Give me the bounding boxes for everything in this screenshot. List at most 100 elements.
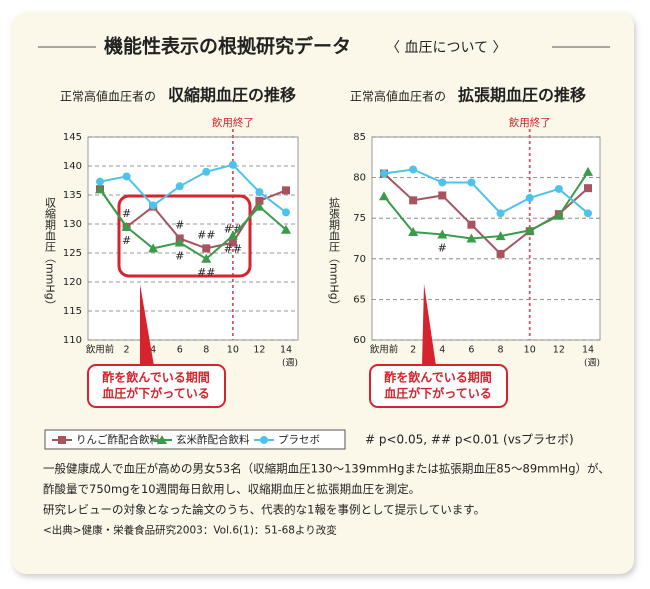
- point: [467, 220, 476, 229]
- legend-label: プラセボ: [278, 434, 320, 446]
- chart-title: 収縮期血圧の推移: [168, 86, 296, 105]
- y-tick-label: 110: [63, 335, 82, 346]
- point: [227, 230, 238, 240]
- point: [254, 201, 265, 211]
- y-tick-label: 85: [353, 132, 366, 143]
- legend-label: 玄米酢配合飲料: [176, 433, 250, 446]
- point: [281, 224, 291, 234]
- note: 酢酸量で750mgを10週間毎日飲用し、収縮期血圧と拡張期血圧を測定。: [43, 482, 420, 496]
- point: [379, 191, 389, 201]
- point: [438, 178, 447, 187]
- point: [584, 184, 592, 193]
- series-line: [383, 168, 589, 215]
- y-tick-label: 70: [353, 254, 366, 265]
- point: [554, 184, 563, 193]
- x-tick-label: 12: [553, 345, 565, 356]
- x-tick-label: 14: [582, 345, 594, 356]
- point: [95, 184, 105, 194]
- y-axis-label: 拡張期血圧（mmHg）: [328, 196, 341, 311]
- y-tick-label: 145: [63, 132, 82, 143]
- point: [583, 166, 593, 176]
- callout-text: 血圧が下がっている: [384, 386, 491, 401]
- callout-pointer: [422, 284, 436, 366]
- x-tick-label: 8: [203, 345, 209, 356]
- x-tick-label: 8: [498, 345, 504, 356]
- x-tick-label: 10: [227, 345, 239, 356]
- point: [260, 436, 268, 444]
- point: [96, 177, 104, 186]
- end-marker-label: 飲用終了: [212, 116, 254, 129]
- point: [282, 186, 290, 195]
- end-marker-label: 飲用終了: [509, 116, 551, 129]
- legend-entry: 玄米酢配合飲料: [152, 433, 250, 446]
- series-line: [99, 188, 287, 250]
- note: 一般健康成人で血圧が高めの男女53名（収縮期血圧130～139mmHgまたは拡張…: [43, 462, 610, 476]
- x-tick-label: 飲用前: [86, 344, 115, 356]
- y-tick-label: 135: [63, 190, 82, 201]
- significance-mark: ##: [197, 228, 215, 241]
- note: <出典>健康・栄養食品研究2003：Vol.6(1)：51-68より改変: [43, 524, 337, 537]
- callout-text: 血圧が下がっている: [102, 386, 209, 401]
- point: [122, 172, 131, 181]
- y-axis-label: 収縮期血圧（mmHg）: [44, 197, 57, 311]
- legend-box: [44, 429, 346, 450]
- x-tick-label: 10: [524, 345, 536, 356]
- point: [201, 253, 212, 263]
- point: [409, 196, 418, 205]
- point: [437, 229, 448, 239]
- x-tick-label: 4: [439, 345, 445, 356]
- x-tick-label: 12: [253, 345, 265, 356]
- point: [496, 209, 505, 218]
- series-line: [99, 163, 287, 214]
- point: [202, 244, 211, 253]
- significance-mark: #: [122, 207, 131, 220]
- x-tick-label: 6: [468, 345, 474, 356]
- y-tick-label: 75: [353, 213, 366, 224]
- chart-subtitle-prefix: 正常高値血圧者の: [350, 89, 446, 104]
- y-tick-label: 80: [353, 173, 366, 184]
- point: [409, 165, 418, 174]
- point: [553, 210, 564, 220]
- point: [495, 231, 506, 241]
- point: [175, 182, 184, 191]
- point: [438, 191, 447, 200]
- y-tick-label: 65: [353, 294, 366, 305]
- point: [149, 201, 158, 210]
- significance-mark: ##: [197, 266, 215, 279]
- point: [228, 160, 237, 169]
- point: [408, 227, 419, 237]
- point: [467, 178, 476, 187]
- plot-area: [87, 136, 299, 341]
- y-tick-label: 60: [353, 335, 366, 346]
- point: [255, 196, 264, 205]
- significance-mark: #: [438, 241, 447, 254]
- significance-mark: #: [122, 234, 131, 247]
- main-title: 機能性表示の根拠研究データ: [104, 35, 351, 58]
- legend-entry: りんご酢配合飲料: [52, 433, 160, 446]
- point: [58, 436, 66, 444]
- y-tick-label: 130: [63, 219, 82, 230]
- x-tick-label: 2: [410, 345, 416, 356]
- y-tick-label: 125: [63, 248, 82, 259]
- note: 研究レビューの対象となった論文のうち、代表的な1報を事例として提示しています。: [43, 503, 485, 517]
- chart-title: 拡張期血圧の推移: [458, 86, 586, 105]
- x-tick-label: 飲用前: [370, 344, 399, 356]
- callout-text: 酢を飲んでいる期間: [102, 370, 209, 385]
- point: [121, 221, 132, 231]
- series-line: [383, 172, 589, 256]
- significance-mark: #: [175, 219, 184, 232]
- significance-mark: #: [175, 250, 184, 263]
- point: [282, 208, 290, 217]
- point: [174, 237, 185, 247]
- point: [157, 435, 167, 444]
- point: [496, 249, 505, 258]
- significance-mark: ##: [224, 243, 242, 256]
- y-tick-label: 115: [63, 306, 82, 317]
- x-unit: (週): [282, 358, 298, 369]
- main-title-sub: 〈 血圧について 〉: [386, 40, 506, 56]
- point: [380, 169, 388, 178]
- point: [466, 233, 477, 243]
- x-tick-label: 4: [150, 345, 156, 356]
- x-tick-label: 2: [124, 345, 130, 356]
